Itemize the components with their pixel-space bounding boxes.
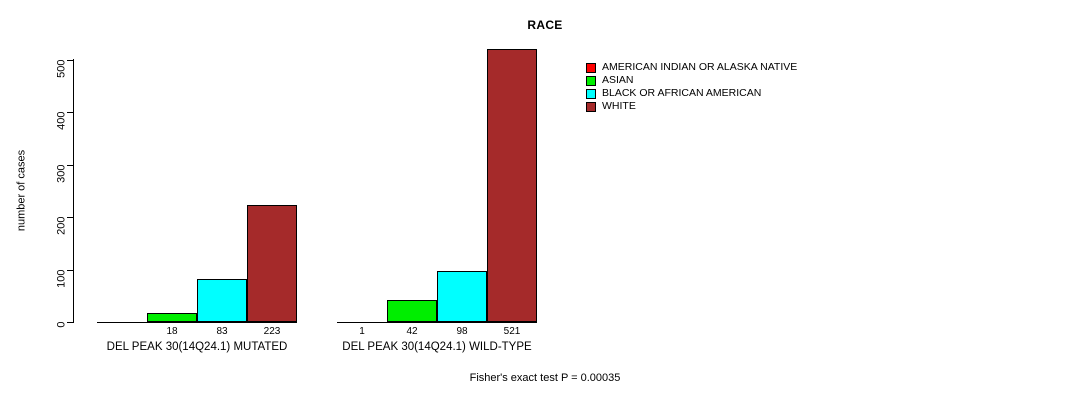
- bar[interactable]: [247, 205, 297, 322]
- bar-value-label: 98: [456, 326, 468, 337]
- y-axis-tick: [67, 322, 73, 323]
- group-label: DEL PEAK 30(14Q24.1) MUTATED: [106, 341, 288, 353]
- y-axis-tick: [67, 269, 73, 271]
- bar[interactable]: [387, 299, 437, 322]
- bar[interactable]: [197, 278, 247, 322]
- group-baseline: [337, 322, 537, 323]
- legend-swatch-black-or-african-american: [586, 88, 596, 99]
- legend-label-white: WHITE: [602, 100, 636, 112]
- legend-item: AMERICAN INDIAN OR ALASKA NATIVE: [586, 61, 797, 74]
- bar[interactable]: [487, 48, 537, 322]
- y-axis-line: [73, 59, 74, 323]
- bar[interactable]: [337, 322, 387, 323]
- legend-swatch-asian: [586, 75, 596, 86]
- footer-annotation: Fisher's exact test P = 0.00035: [0, 372, 1090, 384]
- bar[interactable]: [97, 322, 147, 323]
- fisher-test-text: Fisher's exact test P = 0.00035: [469, 372, 621, 384]
- legend-label-black-or-african-american: BLACK OR AFRICAN AMERICAN: [602, 87, 762, 99]
- legend-item: WHITE: [586, 100, 797, 113]
- bar-value-label: 223: [263, 326, 281, 337]
- bar[interactable]: [437, 270, 487, 322]
- legend-label-asian: ASIAN: [602, 74, 634, 86]
- bar[interactable]: [147, 312, 197, 322]
- legend-label-american-indian-or-alaska-native: AMERICAN INDIAN OR ALASKA NATIVE: [602, 61, 798, 73]
- y-axis-tick: [67, 217, 73, 219]
- y-axis-tick: [67, 112, 73, 114]
- legend: AMERICAN INDIAN OR ALASKA NATIVE ASIAN B…: [586, 61, 797, 113]
- legend-item: BLACK OR AFRICAN AMERICAN: [586, 87, 797, 100]
- legend-swatch-american-indian-or-alaska-native: [586, 62, 596, 73]
- bar-value-label: 83: [216, 326, 228, 337]
- y-axis-tick: [67, 60, 73, 61]
- group-label: DEL PEAK 30(14Q24.1) WILD-TYPE: [342, 341, 532, 353]
- chart-title: RACE: [527, 18, 563, 32]
- bar-value-label: 42: [406, 326, 418, 337]
- bar-value-label: 1: [359, 326, 365, 337]
- legend-item: ASIAN: [586, 74, 797, 87]
- legend-swatch-white: [586, 101, 596, 112]
- group-baseline: [97, 322, 297, 323]
- y-axis-tick: [67, 164, 73, 166]
- bar-value-label: 521: [503, 326, 521, 337]
- bar-value-label: 18: [166, 326, 178, 337]
